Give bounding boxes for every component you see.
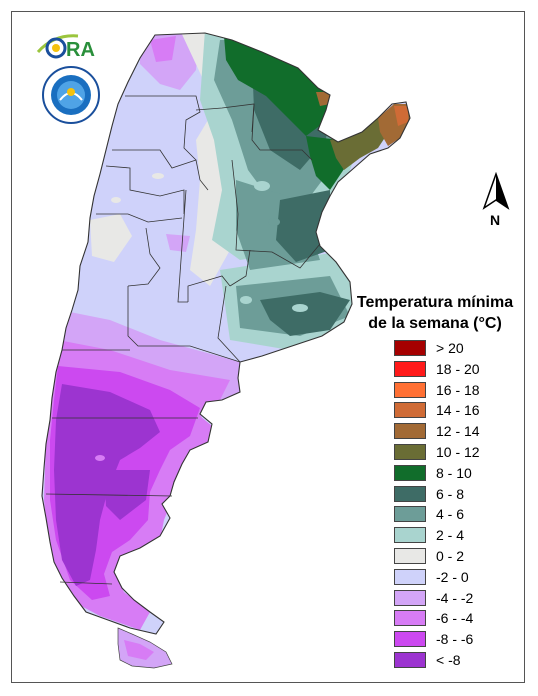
smn-seal-logo [42, 66, 100, 124]
legend-item: -6 - -4 [394, 608, 514, 628]
tierra-del-fuego-core [124, 640, 154, 660]
legend-label: 14 - 16 [436, 402, 480, 419]
legend-item: 6 - 8 [394, 484, 514, 504]
province-boundaries [41, 32, 411, 635]
legend-item: 2 - 4 [394, 525, 514, 545]
north-label: N [490, 212, 501, 228]
legend-label: -6 - -4 [436, 610, 474, 627]
legend-item: 8 - 10 [394, 463, 514, 483]
north-arrow: N [478, 171, 514, 232]
legend-label: 4 - 6 [436, 506, 465, 523]
legend-item: -4 - -2 [394, 588, 514, 608]
legend-item: -2 - 0 [394, 567, 514, 587]
legend-label: 2 - 4 [436, 527, 465, 544]
legend-swatch [394, 360, 426, 377]
legend-item: < -8 [394, 650, 514, 670]
legend-label: -4 - -2 [436, 589, 474, 606]
legend-label: < -8 [436, 652, 461, 668]
legend-item: > 20 [394, 338, 514, 358]
legend-label: -2 - 0 [436, 568, 469, 585]
legend-label: 10 - 12 [436, 444, 480, 460]
legend-swatch [394, 485, 426, 502]
legend-swatch [394, 568, 426, 585]
legend-swatch [394, 402, 426, 419]
legend-title-line2: de la semana (°C) [368, 315, 502, 332]
legend-item: 4 - 6 [394, 504, 514, 524]
legend-swatch [394, 423, 426, 440]
legend-item: 18 - 20 [394, 359, 514, 379]
legend-item: 12 - 14 [394, 421, 514, 441]
legend-swatch [394, 610, 426, 627]
map-speckles [95, 173, 308, 461]
legend-label: 12 - 14 [436, 423, 480, 440]
legend-item: 0 - 2 [394, 546, 514, 566]
ora-logo: RA [36, 34, 95, 61]
legend-label: 16 - 18 [436, 381, 480, 398]
legend-item: -8 - -6 [394, 629, 514, 649]
legend-title-line1: Temperatura mínima [356, 294, 514, 311]
north-arrow-icon [482, 171, 510, 210]
legend-swatch [394, 381, 426, 398]
legend-swatch [394, 506, 426, 523]
legend-swatch [394, 589, 426, 606]
legend-label: 0 - 2 [436, 548, 465, 564]
legend-swatch [394, 464, 426, 481]
legend-label: 6 - 8 [436, 485, 465, 502]
svg-text:RA: RA [66, 39, 95, 61]
legend-title: Temperatura mínima de la semana (°C) [340, 292, 530, 334]
legend-label: 18 - 20 [436, 360, 480, 377]
legend-swatch [394, 631, 426, 648]
legend-swatch [394, 527, 426, 544]
legend-swatch [394, 652, 426, 668]
legend-item: 16 - 18 [394, 380, 514, 400]
legend-label: -8 - -6 [436, 631, 474, 648]
legend-swatch [394, 340, 426, 356]
legend-swatch [394, 548, 426, 564]
legend-label: > 20 [436, 340, 464, 356]
legend-item: 14 - 16 [394, 400, 514, 420]
legend-label: 8 - 10 [436, 464, 472, 481]
legend-item: 10 - 12 [394, 442, 514, 462]
legend-swatch [394, 444, 426, 460]
